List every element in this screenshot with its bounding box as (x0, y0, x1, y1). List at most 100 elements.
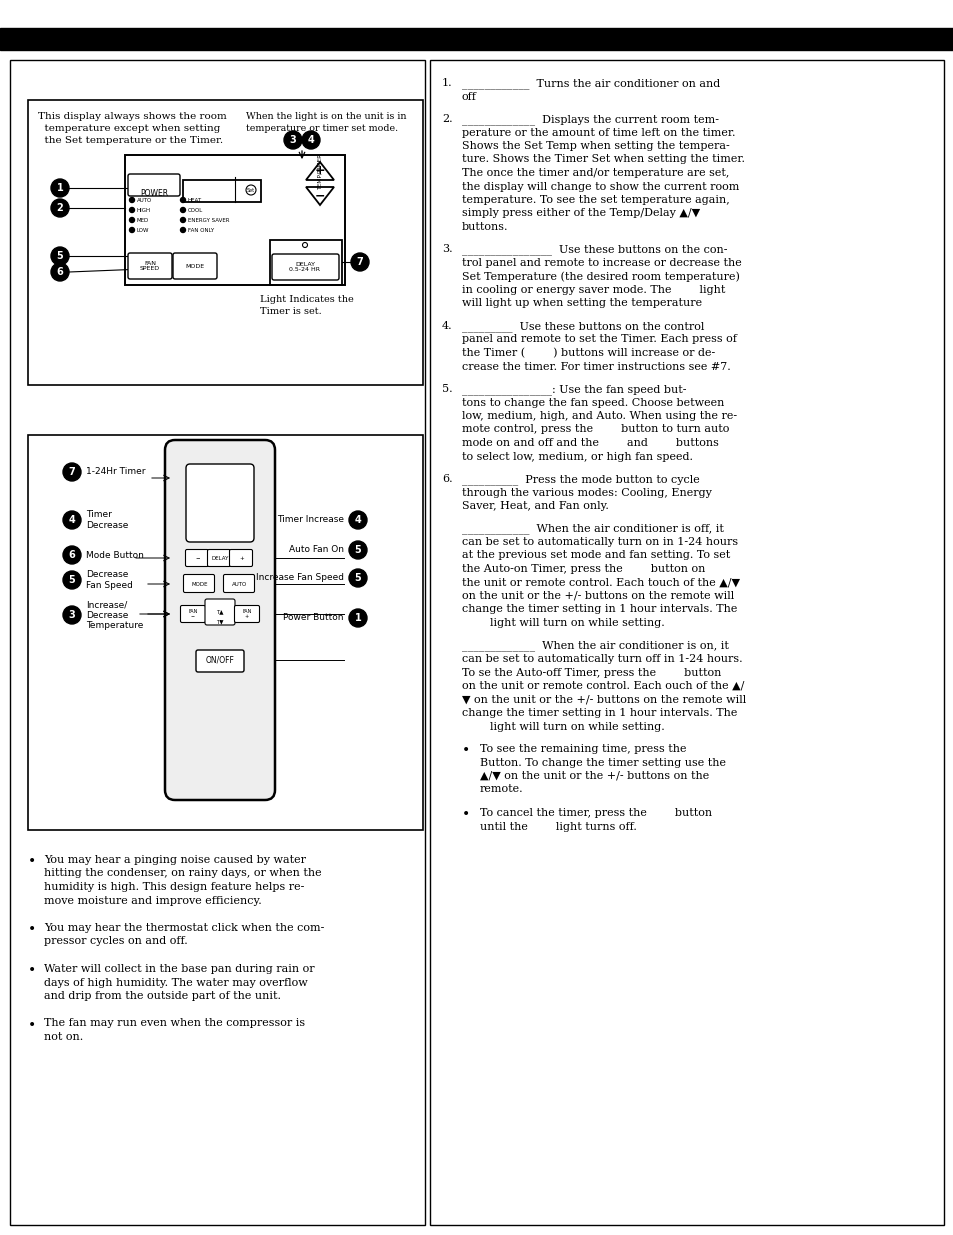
Text: MODE: MODE (192, 582, 208, 587)
Text: Set: Set (247, 188, 254, 193)
Text: and drip from the outside part of the unit.: and drip from the outside part of the un… (44, 990, 281, 1002)
Circle shape (130, 217, 134, 222)
Text: perature or the amount of time left on the timer.: perature or the amount of time left on t… (461, 127, 735, 137)
Bar (10, 61, 424, 1225)
Text: 3.: 3. (441, 245, 452, 254)
Text: MODE: MODE (185, 263, 204, 268)
Text: •: • (28, 965, 36, 978)
Text: ________________: Use the fan speed but-: ________________: Use the fan speed but- (461, 384, 686, 395)
Text: HEAT: HEAT (188, 198, 202, 203)
Circle shape (130, 198, 134, 203)
Text: ENERGY SAVER: ENERGY SAVER (188, 217, 230, 222)
FancyBboxPatch shape (234, 605, 259, 622)
Text: Auto Fan On: Auto Fan On (289, 546, 344, 555)
FancyBboxPatch shape (185, 550, 209, 567)
Text: To se the Auto-off Timer, press the        button: To se the Auto-off Timer, press the butt… (461, 667, 720, 678)
Circle shape (63, 463, 81, 480)
Text: DELAY
0.5-24 HR: DELAY 0.5-24 HR (289, 262, 320, 273)
Text: Decrease
Fan Speed: Decrease Fan Speed (86, 571, 132, 589)
Text: 2.: 2. (441, 114, 452, 124)
FancyBboxPatch shape (183, 574, 214, 593)
Circle shape (349, 511, 367, 529)
Text: T▲: T▲ (216, 610, 224, 615)
Text: ____________  Turns the air conditioner on and: ____________ Turns the air conditioner o… (461, 78, 720, 89)
Text: light will turn on while setting.: light will turn on while setting. (461, 618, 664, 629)
Text: You may hear the thermostat click when the com-: You may hear the thermostat click when t… (44, 923, 324, 932)
Text: in cooling or energy saver mode. The        light: in cooling or energy saver mode. The lig… (461, 285, 724, 295)
Text: __________  Press the mode button to cycle: __________ Press the mode button to cycl… (461, 474, 699, 484)
Bar (28, 100, 422, 385)
Text: can be set to automatically turn off in 1-24 hours.: can be set to automatically turn off in … (461, 655, 741, 664)
Bar (183, 180, 261, 203)
Text: Light Indicates the
Timer is set.: Light Indicates the Timer is set. (260, 295, 354, 316)
Text: •: • (28, 923, 36, 937)
Text: trol panel and remote to increase or decrease the: trol panel and remote to increase or dec… (461, 258, 741, 268)
Text: ____________  When the air conditioner is off, it: ____________ When the air conditioner is… (461, 524, 723, 535)
Text: _____________  Displays the current room tem-: _____________ Displays the current room … (461, 114, 719, 125)
Text: on the unit or remote control. Each ouch of the ▲/: on the unit or remote control. Each ouch… (461, 680, 743, 692)
Text: LOW: LOW (137, 227, 150, 232)
Text: Set Temperature (the desired room temperature): Set Temperature (the desired room temper… (461, 272, 740, 282)
Text: 1: 1 (355, 613, 361, 622)
Text: T▼: T▼ (216, 620, 224, 625)
Circle shape (284, 131, 302, 149)
Text: FAN
+: FAN + (242, 609, 252, 619)
Text: 4: 4 (307, 135, 314, 144)
Text: To cancel the timer, press the        button: To cancel the timer, press the button (479, 808, 711, 818)
Text: TEMP/TIMER: TEMP/TIMER (317, 154, 322, 190)
Text: This display always shows the room
  temperature except when setting
  the Set t: This display always shows the room tempe… (38, 112, 227, 146)
Text: Increase Fan Speed: Increase Fan Speed (255, 573, 344, 583)
Text: not on.: not on. (44, 1032, 83, 1042)
Text: _________  Use these buttons on the control: _________ Use these buttons on the contr… (461, 321, 703, 332)
Bar (28, 435, 422, 830)
Text: mode on and off and the        and        buttons: mode on and off and the and buttons (461, 438, 719, 448)
Circle shape (51, 179, 69, 198)
Circle shape (51, 263, 69, 282)
Circle shape (351, 253, 369, 270)
Text: at the previous set mode and fan setting. To set: at the previous set mode and fan setting… (461, 551, 729, 561)
Text: 7: 7 (356, 257, 363, 267)
FancyBboxPatch shape (128, 174, 180, 196)
Text: the Timer (        ) buttons will increase or de-: the Timer ( ) buttons will increase or d… (461, 348, 715, 358)
Text: When the light is on the unit is in
temperature or timer set mode.: When the light is on the unit is in temp… (246, 112, 406, 133)
Text: ture. Shows the Timer Set when setting the timer.: ture. Shows the Timer Set when setting t… (461, 154, 744, 164)
Text: the display will change to show the current room: the display will change to show the curr… (461, 182, 739, 191)
FancyBboxPatch shape (180, 605, 205, 622)
Text: +: + (314, 164, 325, 178)
Text: _____________  When the air conditioner is on, it: _____________ When the air conditioner i… (461, 641, 728, 651)
Text: the unit or remote control. Each touch of the ▲/▼: the unit or remote control. Each touch o… (461, 578, 740, 588)
Text: move moisture and improve efficiency.: move moisture and improve efficiency. (44, 895, 261, 905)
Text: change the timer setting in 1 hour intervals. The: change the timer setting in 1 hour inter… (461, 604, 737, 615)
Circle shape (349, 569, 367, 587)
Text: temperature. To see the set temperature again,: temperature. To see the set temperature … (461, 195, 729, 205)
Circle shape (130, 227, 134, 232)
Bar (270, 240, 341, 285)
Text: 5: 5 (355, 573, 361, 583)
Text: ▼ on the unit or the +/- buttons on the remote will: ▼ on the unit or the +/- buttons on the … (461, 694, 745, 704)
Text: change the timer setting in 1 hour intervals. The: change the timer setting in 1 hour inter… (461, 708, 737, 718)
Text: ________________  Use these buttons on the con-: ________________ Use these buttons on th… (461, 245, 727, 256)
FancyBboxPatch shape (272, 254, 338, 280)
Text: 4: 4 (69, 515, 75, 525)
FancyBboxPatch shape (223, 574, 254, 593)
Circle shape (63, 571, 81, 589)
Text: low, medium, high, and Auto. When using the re-: low, medium, high, and Auto. When using … (461, 411, 737, 421)
Text: •: • (461, 808, 470, 823)
Text: −: − (314, 189, 325, 203)
Text: crease the timer. For timer instructions see #7.: crease the timer. For timer instructions… (461, 362, 730, 372)
Text: panel and remote to set the Timer. Each press of: panel and remote to set the Timer. Each … (461, 335, 736, 345)
Text: through the various modes: Cooling, Energy: through the various modes: Cooling, Ener… (461, 488, 711, 498)
Text: can be set to automatically turn on in 1-24 hours: can be set to automatically turn on in 1… (461, 537, 738, 547)
Text: 5.: 5. (441, 384, 452, 394)
Text: •: • (28, 855, 36, 869)
Circle shape (180, 217, 185, 222)
Text: pressor cycles on and off.: pressor cycles on and off. (44, 936, 188, 946)
Text: buttons.: buttons. (461, 222, 508, 232)
Text: light will turn on while setting.: light will turn on while setting. (461, 721, 664, 731)
Text: simply press either of the Temp/Delay ▲/▼: simply press either of the Temp/Delay ▲/… (461, 209, 700, 219)
Text: The once the timer and/or temperature are set,: The once the timer and/or temperature ar… (461, 168, 729, 178)
Text: days of high humidity. The water may overflow: days of high humidity. The water may ove… (44, 977, 308, 988)
Text: Timer Increase: Timer Increase (276, 515, 344, 525)
Text: 1-24Hr Timer: 1-24Hr Timer (86, 468, 146, 477)
Text: Water will collect in the base pan during rain or: Water will collect in the base pan durin… (44, 965, 314, 974)
